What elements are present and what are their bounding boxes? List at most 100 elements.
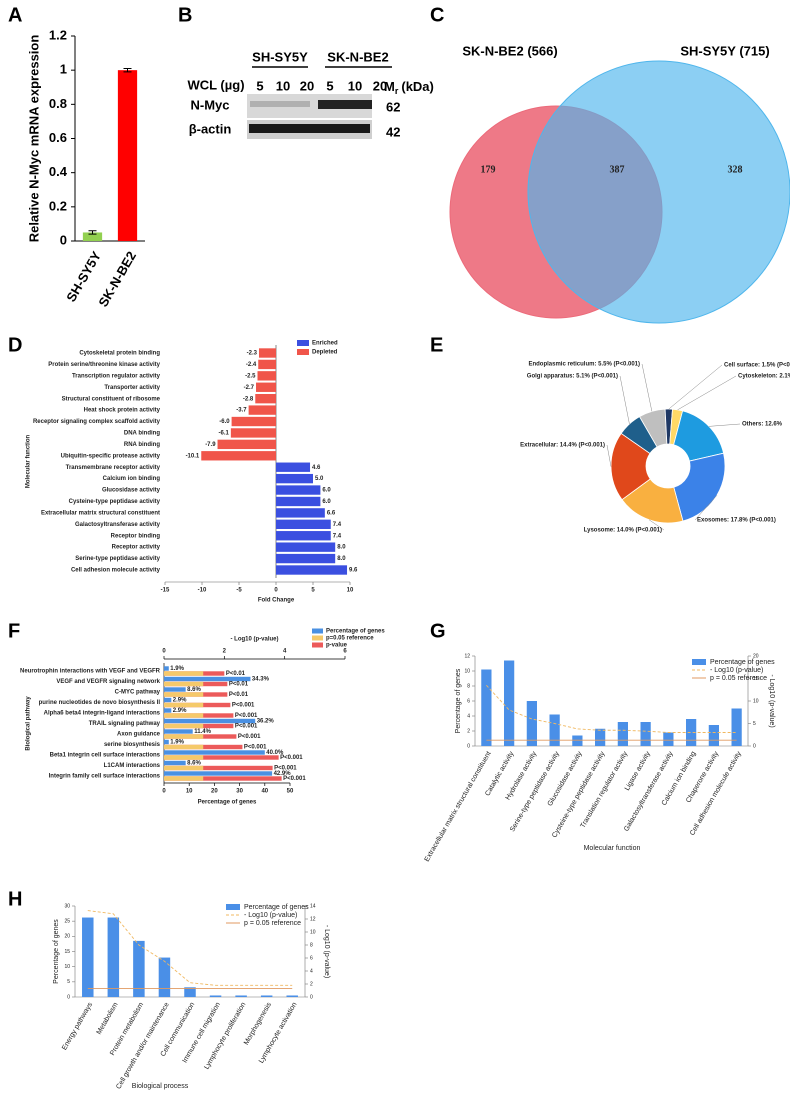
bar [708, 725, 719, 746]
y-tick-label: 10 [64, 964, 70, 970]
slice-label: Exosomes: 17.8% (P<0.001) [697, 518, 776, 524]
value-label: 1.9% [170, 740, 184, 746]
category-label: serine biosynthesis [104, 742, 161, 748]
bar [276, 496, 321, 507]
value-label: 8.0 [337, 556, 346, 562]
bar [276, 462, 311, 472]
value-label: -2.7 [244, 385, 255, 391]
y-tick-label: 5 [67, 979, 70, 985]
y-tick-label: 0 [67, 994, 70, 1000]
x-axis-label: Molecular function [584, 845, 641, 852]
x-tick-label: Energy pathways [61, 1001, 94, 1051]
bar [526, 701, 537, 746]
category-label: C-MYC pathway [115, 690, 161, 696]
bar [248, 405, 276, 415]
bar [686, 719, 697, 746]
bar [164, 681, 204, 687]
bar [276, 565, 348, 575]
region-count: 328 [728, 164, 743, 175]
x-axis-label: Percentage of genes [198, 800, 257, 806]
donut-slice [610, 432, 651, 501]
bar [164, 776, 204, 781]
bar [107, 917, 120, 997]
y-tick-label: 30 [64, 903, 70, 909]
bar [276, 553, 336, 564]
bar [276, 519, 331, 529]
y2-tick-label: 0 [310, 994, 313, 1000]
bar [164, 692, 204, 697]
value-label: 5.0 [315, 476, 324, 482]
p-label: P<0.01 [229, 682, 249, 688]
bar [257, 371, 276, 381]
category-label: Glucosidase activity [102, 488, 161, 494]
value-label: -7.9 [205, 442, 216, 448]
bar [217, 439, 276, 450]
y-tick-label: 10 [464, 668, 470, 674]
bar [82, 232, 103, 241]
leader-line [668, 364, 723, 410]
x-tick-label: -5 [236, 588, 242, 594]
leader-line [694, 495, 718, 521]
category-label: Beta1 integrin cell surface interactions [50, 753, 161, 759]
mw-symbol: M [384, 79, 395, 94]
p-label: P<0.001 [280, 755, 303, 761]
panel-letter: C [430, 4, 444, 26]
lane-label: 5 [326, 78, 333, 93]
bar [164, 776, 282, 781]
value-label: 42.9% [274, 771, 292, 777]
bar [276, 473, 313, 484]
x2-axis-label: - Log10 (p-value) [230, 637, 278, 643]
y-axis-label: Percentage of genes [455, 668, 462, 733]
y-tick-label: 2 [467, 728, 470, 734]
band-name: β-actin [189, 121, 232, 136]
y-axis-label: Molecular function [26, 435, 32, 489]
bar [255, 394, 276, 404]
x2-tick-label: 0 [162, 649, 166, 655]
y-tick-label: 1 [60, 62, 67, 77]
bar [164, 755, 279, 760]
bar [481, 669, 492, 746]
panel-letter: E [430, 334, 443, 356]
value-label: -6.0 [219, 419, 230, 425]
x-tick-label: 0 [274, 588, 278, 594]
lane-label: 20 [373, 78, 387, 93]
panel-letter: H [8, 888, 22, 910]
x-tick-label: 40 [261, 789, 268, 795]
bar [164, 739, 169, 745]
bar [164, 750, 265, 755]
panel-letter: F [8, 620, 20, 642]
category-label: Ubiquitin-specific protease activity [61, 453, 161, 459]
category-label: Heat shock protein activity [84, 408, 161, 414]
category-label: Protein serine/threonine kinase activity [48, 362, 160, 368]
bar [276, 485, 321, 495]
value-label: -6.1 [219, 431, 230, 437]
bar [258, 359, 276, 370]
set-label: SH-SY5Y (715) [680, 43, 769, 58]
leader-line [708, 423, 741, 427]
category-label: Serine-type peptidase activity [75, 556, 160, 562]
bar [164, 713, 204, 718]
value-label: -2.4 [246, 362, 257, 368]
mw-unit: (kDa) [401, 79, 434, 94]
category-label: Receptor binding [111, 533, 161, 539]
p-label: P<0.001 [238, 734, 261, 740]
y-tick-label: 25 [64, 918, 70, 924]
bar [164, 687, 186, 692]
p-label: P<0.001 [235, 713, 258, 719]
value-label: 2.9% [173, 708, 187, 714]
y2-tick-label: 0 [753, 743, 756, 749]
x-tick-label: Translation regulator activity [580, 750, 630, 830]
bar [260, 995, 273, 997]
region-count: 179 [481, 164, 496, 175]
y2-axis-label: - Log10 (p-value) [323, 925, 330, 978]
category-label: Neurotrophin interactions with VEGF and … [20, 669, 161, 675]
bar [164, 671, 204, 676]
value-label: -3.7 [236, 408, 247, 414]
legend-swatch [692, 659, 706, 665]
slice-label: Cell surface: 1.5% (P<0.01) [724, 363, 790, 369]
bar [617, 722, 628, 746]
value-label: 6.0 [322, 488, 331, 494]
x2-tick-label: 4 [283, 649, 287, 655]
bar [117, 70, 138, 242]
leader-line [641, 363, 653, 412]
